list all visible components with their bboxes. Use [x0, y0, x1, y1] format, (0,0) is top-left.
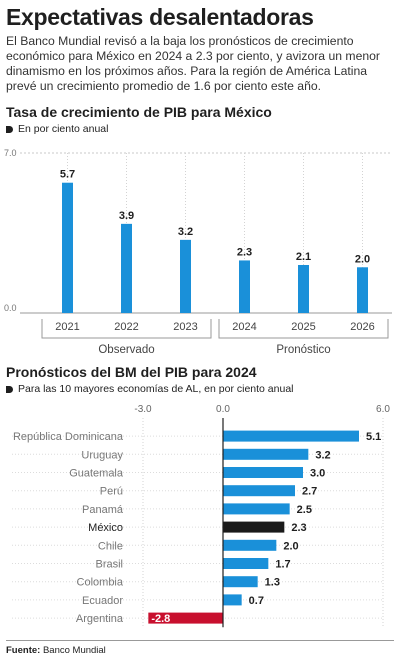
data-label: 2.5	[297, 504, 312, 516]
chart1-title: Tasa de crecimiento de PIB para México	[6, 104, 272, 120]
bar	[62, 182, 73, 313]
bar	[180, 239, 191, 313]
chart2-title: Pronósticos del BM del PIB para 2024	[6, 364, 257, 380]
xtick-label: 2024	[232, 321, 256, 333]
category-label: Argentina	[76, 613, 124, 625]
category-label: Ecuador	[82, 595, 123, 607]
bar	[223, 467, 303, 478]
data-label: 2.3	[291, 522, 306, 534]
data-label: 5.7	[60, 169, 75, 181]
xtick-label: 2021	[55, 321, 79, 333]
group-bracket	[41, 319, 212, 339]
note-marker-icon	[6, 385, 13, 393]
category-label: Guatemala	[69, 468, 124, 480]
group-label: Pronóstico	[276, 344, 330, 356]
bar	[357, 267, 368, 313]
ytick-label: 7.0	[4, 148, 17, 158]
data-label: 2.7	[302, 486, 317, 498]
data-label: -2.8	[151, 613, 170, 625]
chart2-subtitle-text: Para las 10 mayores economías de AL, en …	[18, 383, 294, 395]
note-marker-icon	[6, 125, 13, 133]
data-label: 3.9	[119, 210, 134, 222]
chart2-subtitle: Para las 10 mayores economías de AL, en …	[6, 383, 294, 395]
intro-text: El Banco Mundial revisó a la baja los pr…	[6, 34, 380, 93]
ytick-label: 0.0	[4, 303, 17, 313]
group-label: Observado	[98, 344, 154, 356]
xtick-label: -3.0	[134, 404, 152, 415]
data-label: 3.2	[178, 226, 193, 238]
bar	[148, 612, 223, 624]
xtick-label: 2023	[173, 321, 197, 333]
xtick-label: 6.0	[376, 404, 390, 415]
category-label: Panamá	[82, 504, 124, 516]
data-label: 2.0	[283, 540, 298, 552]
xtick-label: 0.0	[216, 404, 230, 415]
data-label: 2.0	[355, 253, 370, 265]
bar	[223, 448, 309, 460]
data-label: 2.1	[296, 251, 311, 263]
data-label: 0.7	[249, 595, 264, 607]
category-label: República Dominicana	[13, 431, 124, 443]
bar	[223, 576, 258, 588]
group-bracket	[218, 319, 389, 339]
page-title: Expectativas desalentadoras	[6, 4, 314, 30]
forecast-bar-chart: -3.0 0.0 6.0 República Dominicana 5.1 Uruguay…	[12, 404, 390, 628]
bar	[223, 594, 242, 606]
bar	[298, 265, 309, 313]
bar	[239, 260, 250, 313]
data-label: 3.0	[310, 468, 325, 480]
source-note: Fuente: Banco Mundial	[6, 645, 106, 656]
category-label: México	[88, 522, 123, 534]
data-label: 1.7	[275, 559, 290, 571]
category-label: Brasil	[95, 559, 123, 571]
bar	[223, 503, 290, 515]
bar	[223, 539, 277, 551]
category-label: Uruguay	[81, 449, 123, 461]
xtick-label: 2022	[114, 321, 138, 333]
category-label: Colombia	[77, 577, 124, 589]
xtick-label: 2025	[291, 321, 315, 333]
data-label: 2.3	[237, 246, 252, 258]
bar	[121, 223, 132, 313]
source-text: Banco Mundial	[42, 645, 106, 656]
category-label: Chile	[98, 540, 123, 552]
bar	[223, 430, 359, 442]
footer-divider	[6, 640, 394, 641]
category-label: Perú	[100, 486, 123, 498]
bar	[223, 521, 285, 533]
chart1-subtitle: En por ciento anual	[6, 123, 108, 135]
data-label: 3.2	[315, 449, 330, 461]
chart1-subtitle-text: En por ciento anual	[18, 123, 109, 135]
data-label: 1.3	[265, 577, 280, 589]
data-label: 5.1	[366, 431, 381, 443]
bar	[223, 485, 295, 497]
bar	[223, 558, 269, 569]
xtick-label: 2026	[350, 321, 374, 333]
growth-bar-chart: 7.0 0.0 5.7 2021 3.9 2022 3.2 2023 2.3 2024 2.1 202…	[4, 148, 392, 356]
source-label: Fuente:	[6, 645, 41, 656]
